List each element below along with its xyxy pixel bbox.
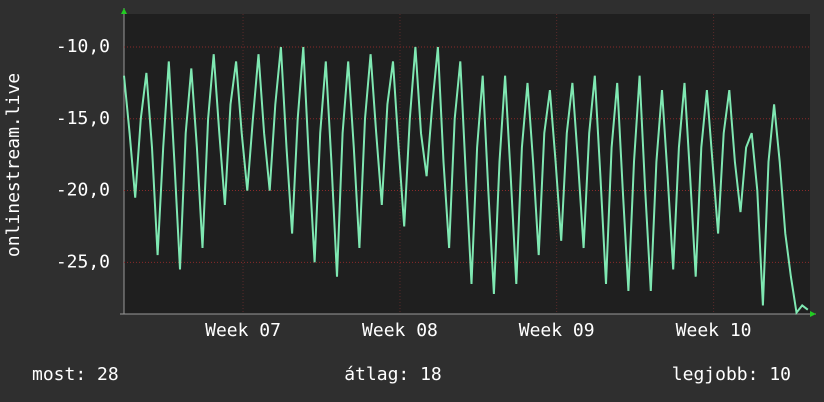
data-line	[123, 46, 809, 316]
y-tick-label: -20,0	[56, 180, 110, 201]
y-axis-label: onlinestream.live	[3, 73, 24, 257]
x-tick-label: Week 10	[676, 320, 752, 341]
x-tick-label: Week 09	[519, 320, 595, 341]
stat-average: átlag: 18	[344, 364, 442, 385]
y-tick-label: -10,0	[56, 36, 110, 57]
y-tick-label: -25,0	[56, 251, 110, 272]
x-tick-label: Week 08	[362, 320, 438, 341]
y-arrow	[121, 8, 127, 14]
stat-current: most: 28	[32, 364, 119, 385]
x-tick-label: Week 07	[205, 320, 281, 341]
x-arrow	[810, 311, 816, 317]
stat-best: legjobb: 10	[672, 364, 791, 385]
y-tick-label: -15,0	[56, 108, 110, 129]
